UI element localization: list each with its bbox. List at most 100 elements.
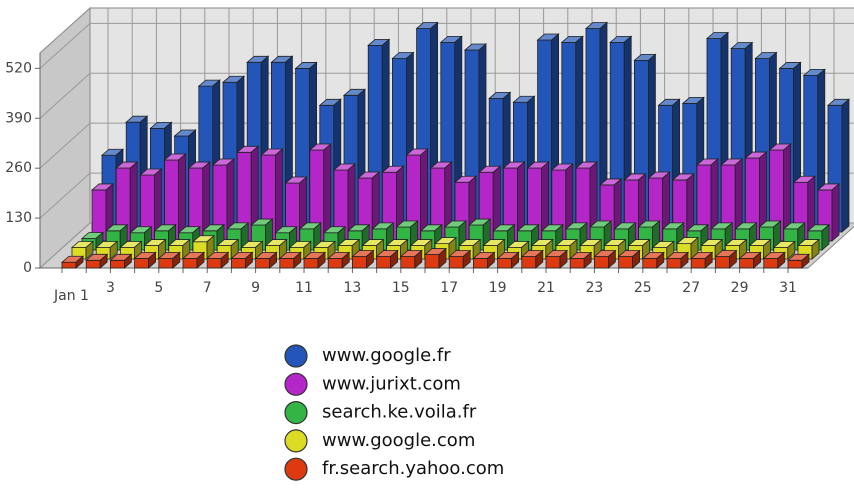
y-tick-label: 260 (5, 160, 32, 176)
bar (618, 256, 633, 269)
bar-side (535, 249, 544, 269)
bar (182, 258, 198, 269)
x-tick-label: 31 (779, 280, 797, 296)
bar (303, 258, 319, 269)
bar (690, 258, 706, 269)
bar-side (148, 251, 157, 269)
x-tick-label: 13 (343, 280, 361, 296)
legend-label: search.ke.voila.fr (322, 402, 477, 423)
bar (569, 258, 585, 269)
legend-marker (284, 429, 308, 453)
bar-side (99, 253, 108, 269)
bar (279, 258, 295, 269)
x-tick-label: 21 (537, 280, 555, 296)
bar-side (777, 251, 786, 269)
bar-side (680, 251, 689, 269)
y-tick-label: 130 (5, 210, 32, 226)
bar (376, 256, 392, 269)
bar-side (787, 240, 796, 260)
bar-side (801, 253, 810, 269)
bar (545, 256, 561, 269)
bar (715, 256, 730, 269)
bar-side (608, 249, 616, 269)
bar-side (269, 251, 278, 269)
x-tick-label: 27 (682, 280, 700, 296)
bar-side (511, 251, 519, 269)
x-tick-label: 19 (489, 280, 507, 296)
bar (472, 258, 488, 269)
bar-side (109, 240, 118, 260)
legend-label: www.jurixt.com (322, 373, 461, 394)
bar-side (831, 183, 840, 242)
bar (255, 258, 271, 269)
bar-side (656, 251, 665, 269)
bar (594, 256, 609, 269)
bar-side (414, 249, 423, 269)
y-tick-label: 0 (23, 260, 32, 276)
bar-side (632, 249, 640, 269)
x-tick-label: 7 (203, 280, 212, 296)
bar (85, 259, 101, 269)
y-tick-label: 520 (5, 60, 32, 76)
legend-label: www.google.fr (322, 345, 451, 366)
legend-marker (284, 344, 308, 368)
bar-side (75, 255, 84, 269)
bar-side (821, 223, 830, 251)
y-tick-label: 390 (5, 110, 32, 126)
bar (230, 258, 246, 269)
x-tick-label: 25 (634, 280, 652, 296)
bar-side (341, 251, 350, 269)
bar (763, 258, 779, 269)
x-tick-label: Jan 1 (53, 288, 89, 304)
legend-label: fr.search.yahoo.com (322, 458, 504, 479)
bar (61, 261, 77, 269)
bar (666, 258, 682, 269)
bar-side (729, 249, 737, 269)
legend-marker (284, 457, 308, 481)
x-tick-label: 15 (392, 280, 410, 296)
bar (787, 259, 803, 269)
bar-side (365, 249, 374, 269)
bar (134, 258, 150, 269)
bar-side (220, 251, 229, 269)
x-tick-label: 23 (585, 280, 603, 296)
side-wall (39, 6, 91, 270)
bar (424, 254, 440, 269)
bar (400, 256, 416, 269)
x-tick-label: 29 (731, 280, 749, 296)
legend-marker (284, 401, 308, 425)
x-tick-label: 17 (440, 280, 458, 296)
bar (110, 259, 125, 269)
bar-side (841, 98, 850, 233)
bar-side (124, 253, 132, 269)
bar-side (390, 249, 399, 269)
bar-side (274, 148, 283, 242)
bar (206, 258, 222, 269)
bar-side (486, 251, 495, 269)
bar-side (753, 251, 761, 269)
bar-side (811, 238, 820, 260)
bar-side (323, 143, 332, 242)
bar-side (172, 251, 181, 269)
bar-side (196, 251, 205, 269)
bar (739, 258, 754, 269)
bar (448, 256, 464, 269)
bar-side (293, 251, 302, 269)
x-tick-label: 5 (154, 280, 163, 296)
bar-side (317, 251, 326, 269)
x-tick-label: 3 (106, 280, 115, 296)
legend-label: www.google.com (322, 430, 475, 451)
bar (521, 256, 537, 269)
bar (158, 258, 174, 269)
bar (327, 258, 343, 269)
x-tick-label: 11 (295, 280, 313, 296)
bar (642, 258, 658, 269)
bar-side (438, 247, 447, 269)
bar-side (559, 249, 568, 269)
bar-side (704, 251, 713, 269)
bar-side (583, 251, 592, 269)
bar-side (462, 249, 471, 269)
x-tick-label: 9 (251, 280, 260, 296)
bar (351, 256, 367, 269)
